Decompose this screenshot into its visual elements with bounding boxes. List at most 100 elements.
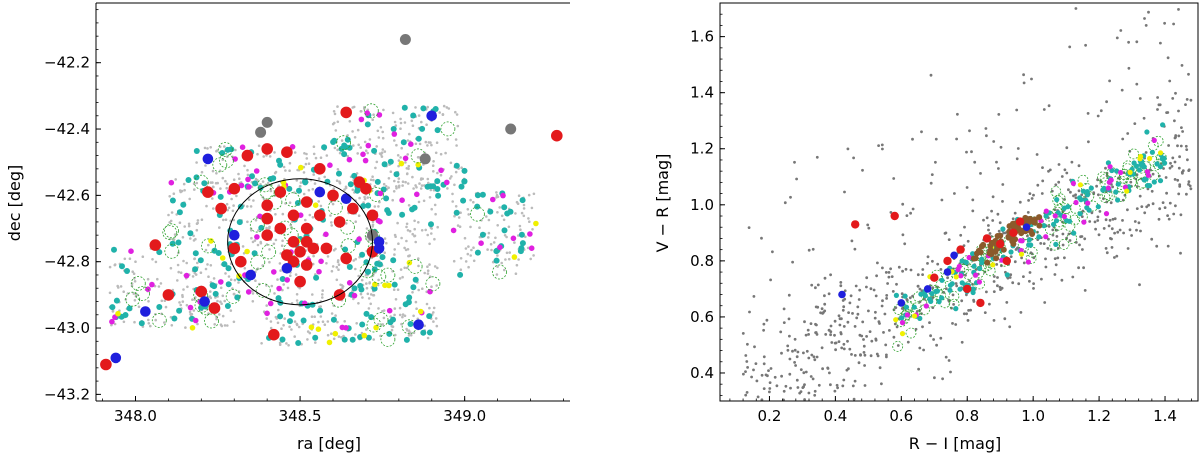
point-0-531 [256,267,260,271]
point-0-11 [282,165,286,169]
point-0-401 [820,307,824,311]
point-0-527 [401,313,405,316]
point-0-490 [849,294,853,298]
point-0-965 [416,156,420,159]
point-2-13 [408,141,414,147]
point-3-19 [1118,169,1124,176]
point-3-10 [1043,208,1049,214]
point-0-109 [815,355,819,359]
point-0-346 [278,341,282,345]
point-0-290 [393,307,397,310]
point-0-740 [853,247,857,251]
point-4-2 [1124,188,1130,194]
point-0-992 [352,105,356,109]
point-0-453 [928,321,931,324]
point-0-580 [847,367,850,371]
point-1-182 [381,161,388,168]
point-0-629 [1140,205,1144,209]
point-0-792 [979,172,982,175]
point-0-668 [1155,244,1159,248]
point-0-351 [209,181,213,184]
point-0-605 [744,354,748,357]
point-7-10 [413,319,424,331]
point-2-91 [939,295,945,301]
point-1-149 [225,281,232,288]
point-1-47 [331,137,338,144]
point-0-498 [265,317,269,320]
point-1-79 [192,250,199,257]
point-0-96 [418,142,422,146]
point-0-71 [1144,24,1148,27]
point-0-108 [505,251,509,255]
point-0-783 [846,147,850,151]
point-0-716 [1143,17,1146,20]
point-0-382 [1077,164,1081,168]
point-4-9 [1127,169,1133,175]
point-0-619 [223,299,226,303]
point-6-20 [333,216,346,228]
point-0-452 [311,216,315,219]
point-1-190 [279,336,286,343]
point-2-14 [1162,160,1168,166]
point-0-81 [1177,192,1181,196]
point-1-195 [193,148,200,154]
point-0-779 [372,178,375,182]
point-0-706 [334,314,337,317]
point-0-405 [357,143,361,147]
point-0-881 [199,271,203,275]
point-0-752 [459,268,463,272]
point-0-745 [385,241,388,245]
point-0-347 [1026,211,1030,214]
point-1-72 [124,268,130,274]
point-0-678 [336,148,339,152]
point-7-5 [897,299,906,307]
point-0-627 [1032,287,1035,290]
point-0-708 [742,372,745,376]
point-0-990 [288,325,291,329]
point-0-1099 [133,280,137,283]
point-0-849 [344,222,348,225]
point-7-4 [1022,223,1031,231]
point-0-905 [298,286,302,290]
point-0-30 [448,177,452,180]
point-0-491 [886,282,889,285]
point-1-93 [518,231,525,238]
point-0-599 [434,317,438,320]
point-0-652 [196,322,199,326]
point-0-537 [1172,212,1176,216]
point-5-30 [994,233,1001,239]
point-0-434 [336,105,339,108]
point-0-581 [428,196,432,199]
point-2-122 [1133,163,1139,169]
point-3-15 [1105,185,1111,191]
point-0-37 [436,171,439,175]
point-0-912 [354,220,358,223]
point-0-715 [209,146,212,149]
point-0-524 [880,304,884,308]
point-0-682 [914,327,918,331]
point-1-104 [287,318,293,325]
point-0-444 [802,351,805,355]
point-0-769 [176,263,180,267]
point-0-223 [998,221,1002,225]
point-4-8 [1157,150,1164,156]
point-1-20 [387,158,394,165]
point-2-62 [528,245,535,251]
point-0-1018 [254,279,257,283]
point-ring-4-13 [200,238,216,254]
point-0-308 [406,182,410,185]
point-0-15 [966,319,970,322]
point-0-511 [824,333,828,336]
point-0-263 [376,129,380,133]
point-0-492 [813,393,817,397]
point-1-137 [111,246,117,253]
point-0-535 [310,315,314,319]
point-0-674 [333,146,337,150]
point-0-868 [193,271,197,275]
point-0-719 [394,333,397,337]
point-0-338 [269,189,273,193]
point-0-955 [332,187,336,190]
point-3-3 [1085,200,1091,206]
point-0-265 [1135,82,1139,86]
point-0-536 [1139,229,1142,233]
